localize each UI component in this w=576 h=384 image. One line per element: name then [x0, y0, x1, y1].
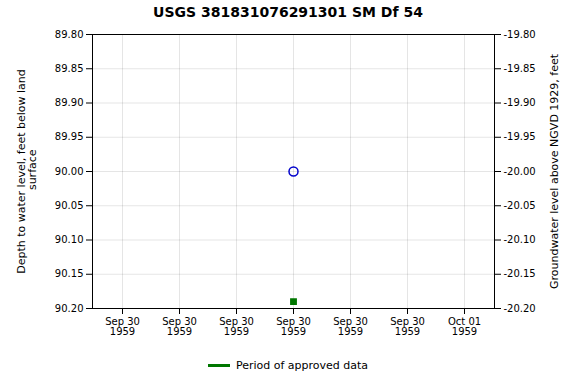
svg-text:89.80: 89.80 [55, 29, 84, 40]
html-text:Period of approved data: Period of approved data [235, 358, 369, 372]
svg-text:90.10: 90.10 [55, 234, 84, 245]
html-text:USGS 381831076291301 SM Df 54: USGS 381831076291301 SM Df 54 [153, 4, 423, 20]
svg-text:Sep 301959: Sep 301959 [276, 316, 311, 337]
svg-text:Depth to water level, feet bel: Depth to water level, feet below land su… [15, 69, 39, 274]
svg-text:-20.20: -20.20 [504, 303, 536, 314]
svg-text:89.95: 89.95 [55, 131, 84, 142]
svg-text:Sep 301959: Sep 301959 [162, 316, 197, 337]
svg-text:90.00: 90.00 [55, 166, 84, 177]
svg-text:89.85: 89.85 [55, 63, 84, 74]
svg-text:-20.00: -20.00 [504, 166, 536, 177]
svg-text:-19.90: -19.90 [504, 97, 536, 108]
svg-text:-20.10: -20.10 [504, 234, 536, 245]
svg-text:Sep 301959: Sep 301959 [105, 316, 140, 337]
svg-text:Sep 301959: Sep 301959 [390, 316, 425, 337]
svg-text:90.20: 90.20 [55, 303, 84, 314]
svg-text:-19.95: -19.95 [504, 131, 536, 142]
svg-text:89.90: 89.90 [55, 97, 84, 108]
svg-text:Oct 011959: Oct 011959 [448, 316, 481, 337]
svg-text:-20.15: -20.15 [504, 268, 536, 279]
svg-text:-20.05: -20.05 [504, 200, 536, 211]
svg-text:Sep 301959: Sep 301959 [219, 316, 254, 337]
svg-text:Sep 301959: Sep 301959 [333, 316, 368, 337]
svg-text:Groundwater level above NGVD 1: Groundwater level above NGVD 1929, feet [548, 53, 561, 289]
svg-text:-19.80: -19.80 [504, 29, 536, 40]
svg-text:90.05: 90.05 [55, 200, 84, 211]
svg-text:-19.85: -19.85 [504, 63, 536, 74]
svg-text:90.15: 90.15 [55, 268, 84, 279]
